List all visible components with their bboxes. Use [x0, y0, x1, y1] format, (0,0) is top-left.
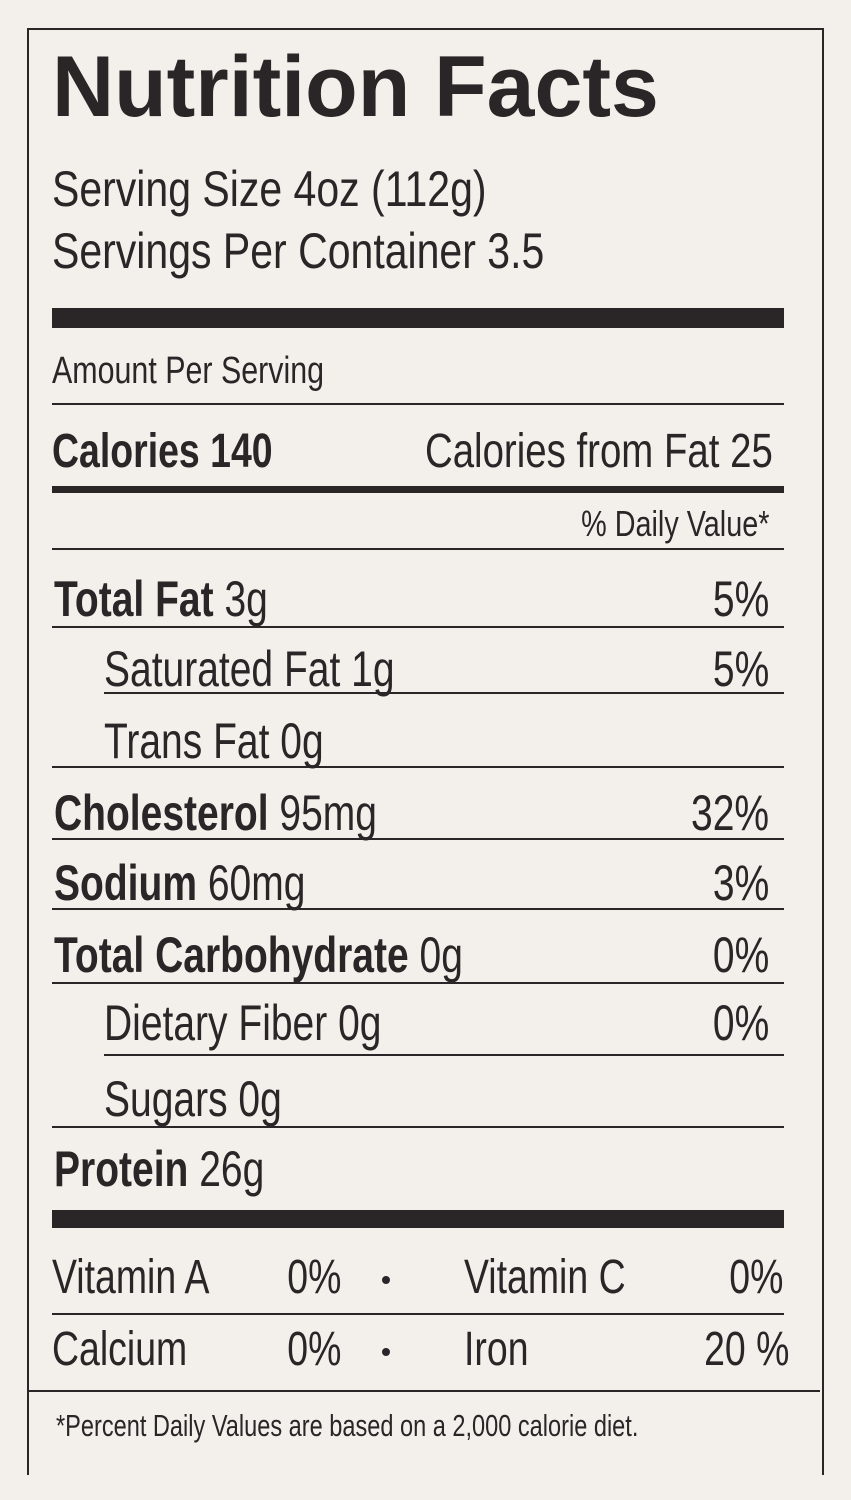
nutrient-name: Sugars: [104, 1071, 228, 1127]
rule: [29, 1390, 820, 1392]
title: Nutrition Facts: [52, 39, 659, 135]
nutrient-row: Total Carbohydrate 0g: [54, 930, 463, 980]
nutrient-amount: 60mg: [207, 855, 306, 911]
rule: [52, 548, 784, 550]
vitamin-name: Vitamin C: [464, 1251, 626, 1304]
rule: [52, 626, 784, 628]
nutrient-dv: 32%: [690, 785, 769, 841]
vitamin-name: Calcium: [52, 1323, 188, 1376]
rule: [52, 403, 784, 405]
amount-per-serving: Amount Per Serving: [52, 350, 325, 392]
rule: [52, 1126, 784, 1128]
nutrient-amount: 0g: [419, 927, 463, 983]
nutrient-amount: 0g: [338, 995, 382, 1051]
medium-rule: [52, 486, 784, 493]
nutrient-dv: 5%: [712, 641, 769, 697]
nutrient-amount: 95mg: [279, 785, 377, 841]
nutrient-name: Cholesterol: [54, 785, 269, 841]
nutrient-row: Sugars 0g: [104, 1074, 282, 1124]
vitamin-dv: 0%: [286, 1323, 341, 1376]
nutrient-dv: 0%: [712, 927, 769, 983]
nutrient-row: Total Fat 3g: [54, 574, 268, 624]
vitamin-dv: 0%: [286, 1251, 341, 1304]
nutrient-row: Saturated Fat 1g: [104, 644, 395, 694]
nutrient-name: Trans Fat: [104, 713, 270, 769]
rule: [52, 982, 784, 984]
rule: [104, 1054, 784, 1056]
vitamin-name: Iron: [464, 1323, 529, 1376]
nutrient-name: Saturated Fat: [104, 641, 341, 697]
calories-from-fat: Calories from Fat 25: [425, 425, 773, 478]
label-border: [27, 28, 824, 1475]
nutrient-name: Total Fat: [54, 571, 214, 627]
nutrient-amount: 1g: [351, 641, 395, 697]
daily-value-header: % Daily Value*: [580, 503, 769, 544]
nutrient-amount: 0g: [280, 713, 324, 769]
bullet: [382, 1348, 390, 1356]
bullet: [382, 1276, 390, 1284]
rule: [52, 766, 784, 768]
calories: Calories 140: [52, 425, 273, 478]
nutrient-dv: 3%: [712, 855, 769, 911]
nutrient-row: Protein 26g: [54, 1144, 264, 1194]
rule: [104, 692, 784, 694]
nutrient-name: Total Carbohydrate: [54, 927, 409, 983]
nutrient-dv: 0%: [712, 995, 769, 1051]
thick-rule: [52, 1210, 784, 1228]
nutrient-dv: 5%: [712, 571, 769, 627]
vitamin-dv: 20 %: [703, 1323, 789, 1376]
nutrient-row: Sodium 60mg: [54, 858, 305, 908]
nutrient-row: Trans Fat 0g: [104, 716, 324, 766]
rule: [52, 1313, 784, 1315]
vitamin-dv: 0%: [728, 1251, 783, 1304]
nutrient-amount: 26g: [199, 1141, 265, 1197]
nutrient-name: Protein: [54, 1141, 189, 1197]
servings-per-container: Servings Per Container 3.5: [52, 223, 545, 279]
thick-rule: [52, 308, 784, 328]
nutrient-name: Sodium: [54, 855, 197, 911]
rule: [52, 838, 784, 840]
nutrient-amount: 3g: [224, 571, 268, 627]
nutrient-amount: 0g: [238, 1071, 282, 1127]
nutrient-row: Dietary Fiber 0g: [104, 998, 381, 1048]
serving-size: Serving Size 4oz (112g): [52, 161, 487, 217]
rule: [52, 908, 784, 910]
vitamin-name: Vitamin A: [52, 1251, 210, 1304]
nutrient-name: Dietary Fiber: [104, 995, 328, 1051]
footnote: *Percent Daily Values are based on a 2,0…: [56, 1408, 639, 1443]
nutrient-row: Cholesterol 95mg: [54, 788, 377, 838]
